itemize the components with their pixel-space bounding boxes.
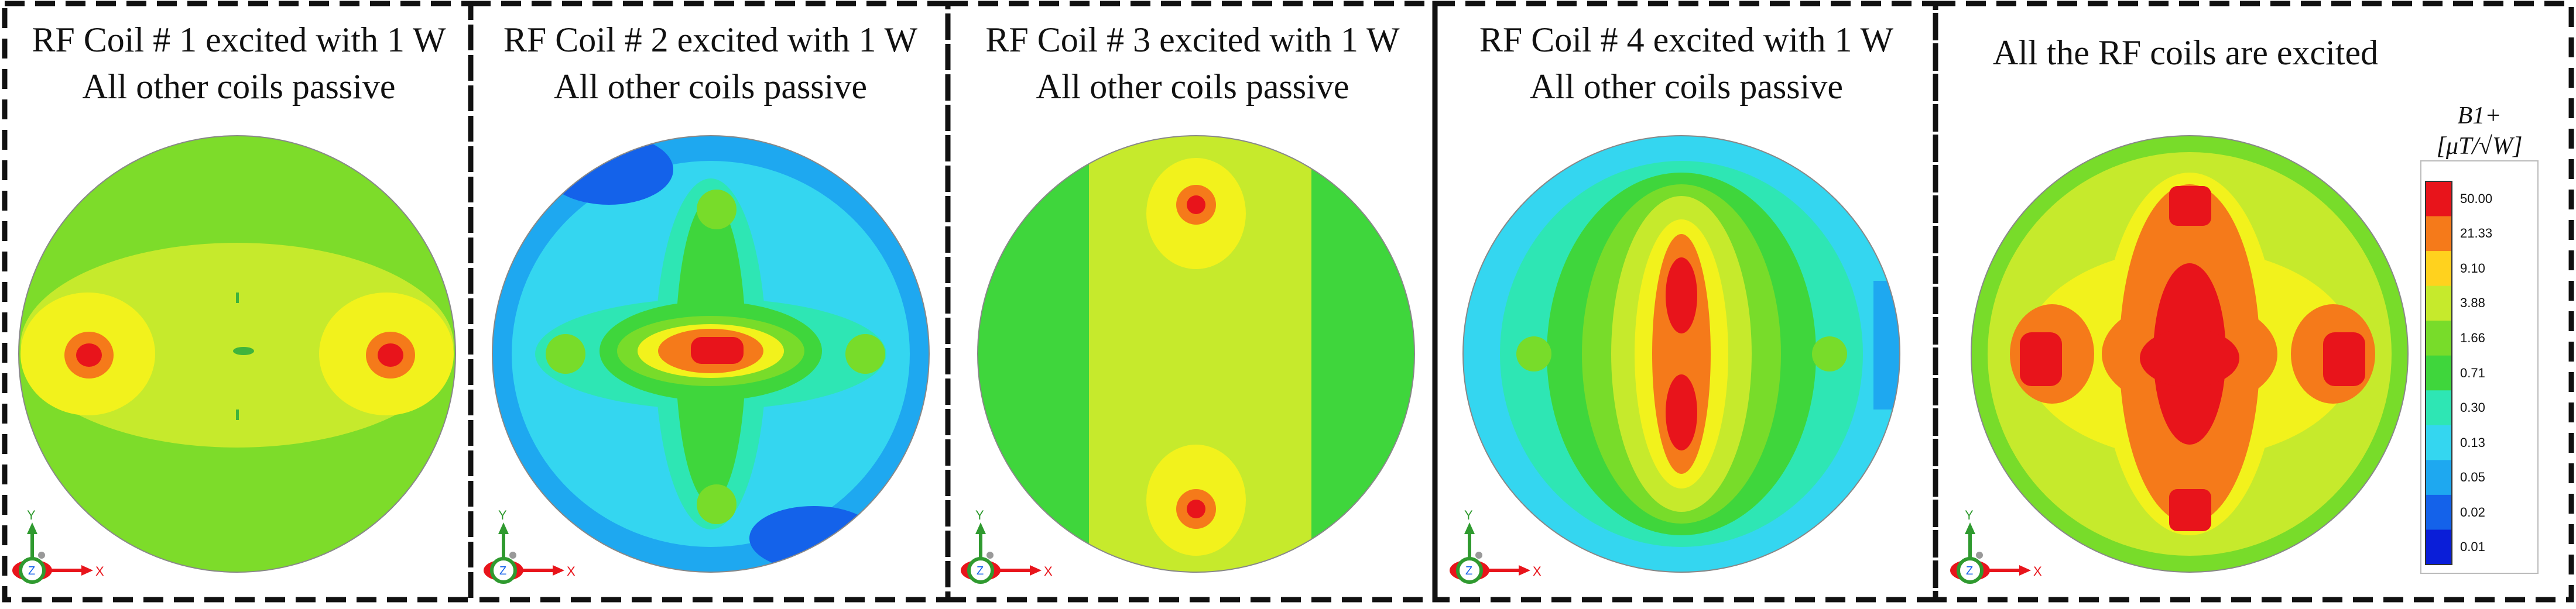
triad-y-label: Y xyxy=(1464,508,1473,522)
phantom-outline-1 xyxy=(18,135,456,573)
triad-z-label: Z xyxy=(28,565,35,577)
triad-z-label: Z xyxy=(1465,565,1472,577)
panel-4-title: RF Coil # 4 excited with 1 W All other c… xyxy=(1442,16,1931,110)
colorbar-tick-label: 0.13 xyxy=(2460,435,2485,450)
panel-title-line1: RF Coil # 1 excited with 1 W xyxy=(32,20,446,59)
colorbar-tick-label: 0.01 xyxy=(2460,539,2485,555)
triad-y-label: Y xyxy=(1965,508,1974,522)
colorbar-title-quantity: B1+ xyxy=(2457,102,2502,129)
panel-title-line2: All other coils passive xyxy=(82,67,396,106)
panel-title-line2: All other coils passive xyxy=(1036,67,1349,106)
colorbar-box xyxy=(2420,160,2539,574)
colorbar-tick-label: 0.05 xyxy=(2460,470,2485,485)
colorbar-tick-label: 50.00 xyxy=(2460,191,2493,206)
panel-3-border xyxy=(945,1,1438,603)
phantom-outline-3 xyxy=(977,135,1415,573)
panel-5-title: All the RF coils are excited xyxy=(1943,29,2428,76)
triad-y-label: Y xyxy=(27,508,36,522)
colorbar-tick-label: 9.10 xyxy=(2460,260,2485,276)
colorbar-tick-label: 3.88 xyxy=(2460,295,2485,311)
triad-x-label: X xyxy=(95,564,104,579)
triad-x-label: X xyxy=(1044,564,1053,579)
field-map-coil-2 xyxy=(492,136,929,572)
colorbar-title-unit: [μT/√W] xyxy=(2436,133,2523,160)
axis-triad-2: Y X Z xyxy=(484,508,576,582)
triad-x-label: X xyxy=(2033,564,2042,579)
axis-triad-5: Y X Z xyxy=(1950,508,2042,582)
phantom-outline-4 xyxy=(1462,135,1900,573)
triad-z-label: Z xyxy=(1966,565,1973,577)
colorbar-swatch xyxy=(2426,181,2452,217)
panel-title-line1: All the RF coils are excited xyxy=(1992,33,2379,72)
panel-title-line1: RF Coil # 3 excited with 1 W xyxy=(985,20,1400,59)
field-map-all-coils xyxy=(1971,136,2408,572)
triad-y-label: Y xyxy=(498,508,507,522)
colorbar-swatch xyxy=(2426,216,2452,252)
colorbar-swatch xyxy=(2426,251,2452,287)
field-map-coil-3 xyxy=(978,136,1414,572)
colorbar-tick-label: 21.33 xyxy=(2460,226,2493,241)
panel-1-border xyxy=(2,1,474,603)
colorbar-tick-label: 1.66 xyxy=(2460,330,2485,345)
panel-title-line1: RF Coil # 2 excited with 1 W xyxy=(503,20,918,59)
axis-triad-1: Y X Z xyxy=(12,508,104,582)
panel-1-title: RF Coil # 1 excited with 1 W All other c… xyxy=(12,16,466,110)
colorbar-swatch xyxy=(2426,355,2452,391)
panel-title-line2: All other coils passive xyxy=(554,67,867,106)
axis-triad-4: Y X Z xyxy=(1450,508,1542,582)
colorbar-swatch xyxy=(2426,494,2452,530)
triad-z-label: Z xyxy=(499,565,506,577)
colorbar-swatch xyxy=(2426,321,2452,356)
panel-2-title: RF Coil # 2 excited with 1 W All other c… xyxy=(478,16,943,110)
colorbar-swatch xyxy=(2426,425,2452,460)
colorbar-swatch xyxy=(2426,529,2452,565)
colorbar-swatch xyxy=(2426,390,2452,426)
panel-5-border xyxy=(1933,1,2574,603)
axis-triad-3: Y X Z xyxy=(961,508,1053,582)
colorbar-swatch xyxy=(2426,285,2452,321)
phantom-outline-5 xyxy=(1971,135,2409,573)
triad-z-label: Z xyxy=(977,565,984,577)
colorbar-frame xyxy=(2425,181,2452,565)
panel-3-title: RF Coil # 3 excited with 1 W All other c… xyxy=(955,16,1430,110)
colorbar-tick-label: 0.02 xyxy=(2460,504,2485,519)
colorbar-title: B1+ [μT/√W] xyxy=(2421,101,2538,161)
colorbar xyxy=(2420,160,2539,574)
phantom-outline-2 xyxy=(492,135,930,573)
panel-title-line2: All other coils passive xyxy=(1530,67,1843,106)
panel-title-line1: RF Coil # 4 excited with 1 W xyxy=(1479,20,1894,59)
triad-x-label: X xyxy=(1533,564,1542,579)
field-map-coil-1 xyxy=(19,136,455,572)
colorbar-swatch xyxy=(2426,460,2452,496)
triad-x-label: X xyxy=(567,564,576,579)
field-map-coil-4 xyxy=(1463,136,1900,572)
triad-y-label: Y xyxy=(975,508,984,522)
colorbar-tick-label: 0.71 xyxy=(2460,365,2485,380)
colorbar-tick-label: 0.30 xyxy=(2460,400,2485,415)
